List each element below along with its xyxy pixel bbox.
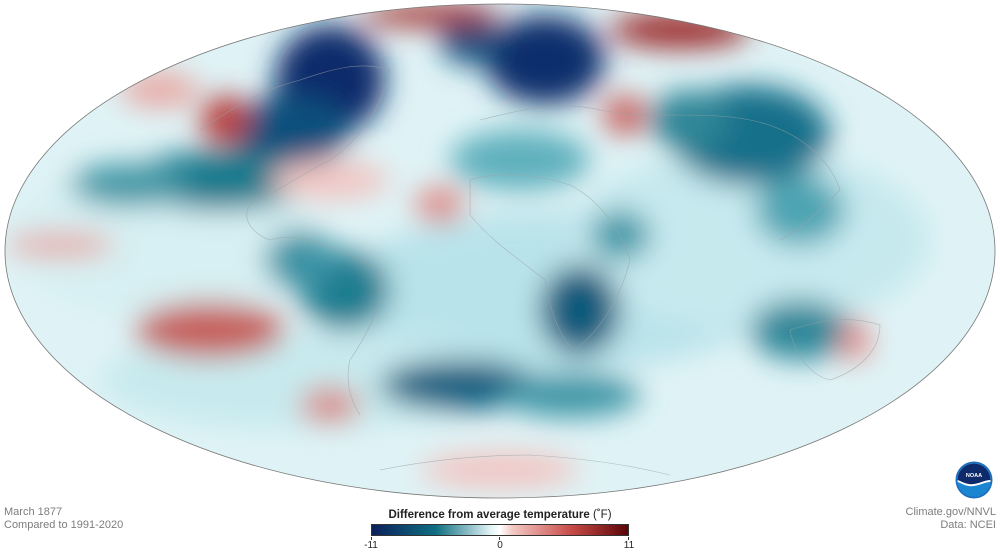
anomaly-field — [5, 4, 995, 498]
country-outlines — [199, 65, 881, 476]
map-info: March 1877 Compared to 1991-2020 — [4, 506, 123, 532]
anomaly-blobs — [5, 4, 930, 488]
legend-tick-mid — [499, 537, 500, 540]
legend-max-label: 11 — [623, 540, 635, 551]
source-text: Data: NCEI — [940, 519, 996, 531]
noaa-logo-icon: NOAA — [955, 461, 993, 499]
legend-title: Difference from average temperature — [388, 509, 590, 521]
credit-text: Climate.gov/NNVL — [905, 506, 996, 518]
legend-color-bar — [371, 524, 629, 536]
legend-mid-label: 0 — [497, 540, 503, 551]
legend-min-label: -11 — [364, 540, 378, 551]
color-legend: Difference from average temperature (˚F)… — [364, 509, 634, 553]
world-temperature-anomaly-map — [4, 3, 996, 499]
baseline-text: Compared to 1991-2020 — [4, 519, 124, 531]
credits: Climate.gov/NNVL Data: NCEI — [906, 506, 996, 532]
legend-tick-min — [371, 537, 372, 540]
legend-title-line: Difference from average temperature (˚F) — [371, 509, 629, 521]
noaa-logo-text: NOAA — [966, 473, 982, 479]
map-date: March 1877 — [4, 506, 63, 518]
legend-unit: (˚F) — [593, 509, 612, 521]
globe-outline — [4, 3, 996, 499]
legend-tick-max — [628, 537, 629, 540]
